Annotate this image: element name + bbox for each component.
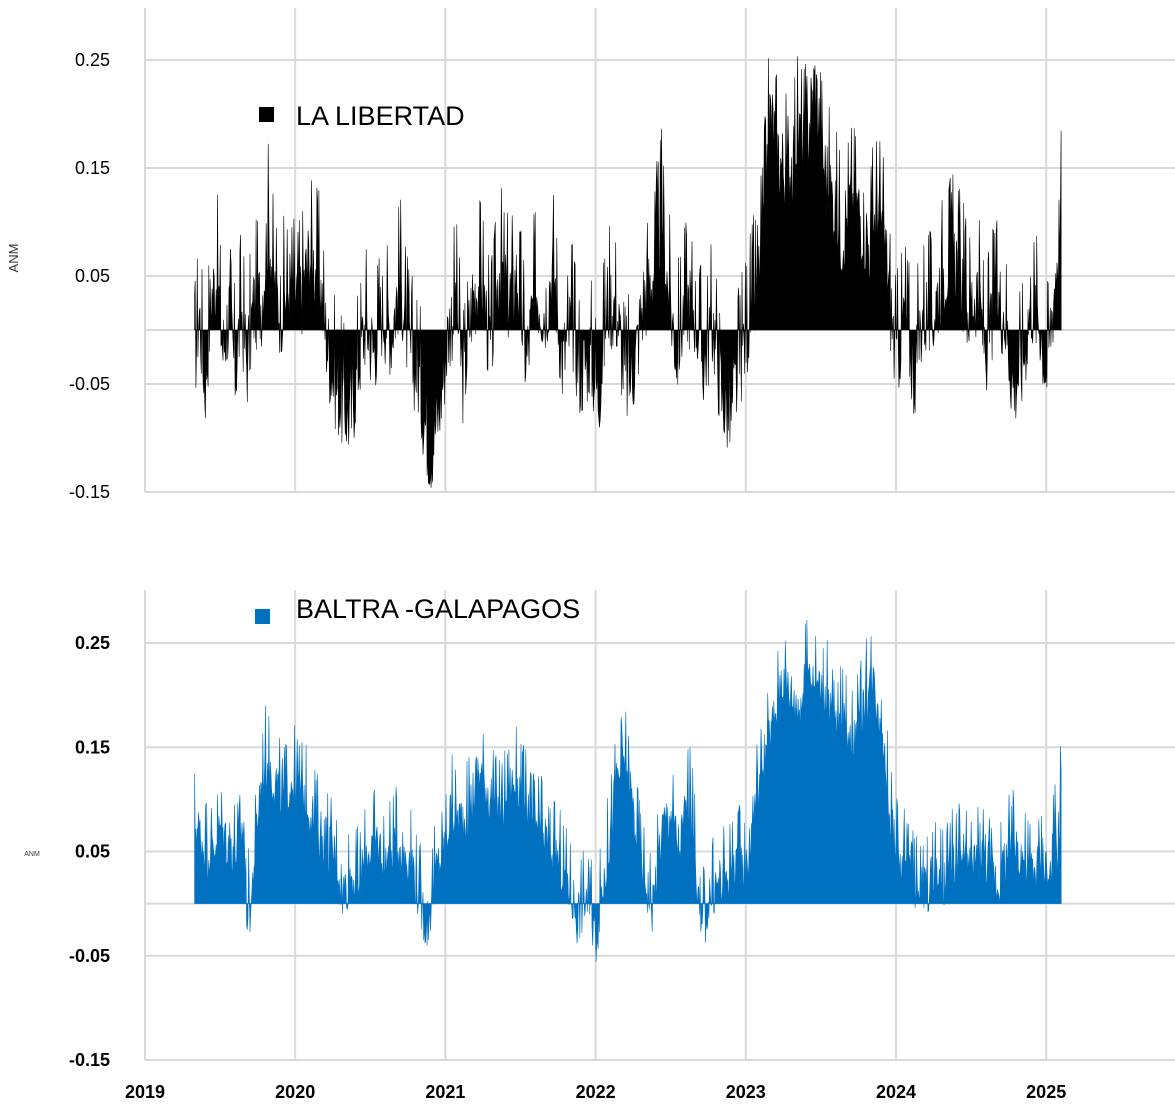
y-axis-label: ANM — [6, 244, 21, 273]
y-axis-label: ANM — [24, 851, 40, 858]
y-tick-label: -0.05 — [69, 946, 110, 966]
y-tick-label: 0.05 — [75, 842, 110, 862]
legend-swatch — [259, 107, 274, 122]
y-tick-label: -0.15 — [69, 482, 110, 502]
legend-swatch — [255, 609, 270, 624]
x-tick-label: 2023 — [726, 1082, 766, 1102]
y-tick-label: -0.15 — [69, 1050, 110, 1070]
series-area — [194, 619, 1062, 963]
y-tick-label: 0.15 — [75, 737, 110, 757]
y-tick-label: 0.25 — [75, 633, 110, 653]
x-tick-label: 2019 — [125, 1082, 165, 1102]
x-tick-label: 2022 — [576, 1082, 616, 1102]
x-tick-label: 2021 — [425, 1082, 465, 1102]
series-area — [194, 56, 1062, 488]
y-tick-label: 0.15 — [75, 158, 110, 178]
y-tick-label: 0.25 — [75, 50, 110, 70]
y-tick-label: 0.05 — [75, 266, 110, 286]
top-chart-panel: -0.15 -0.05 0.05 0.15 0.25 LA LIBERTAD ANM — [6, 8, 1175, 502]
x-tick-label: 2020 — [275, 1082, 315, 1102]
x-tick-label: 2024 — [876, 1082, 916, 1102]
bottom-chart-panel: -0.15 -0.05 0.05 0.15 0.25 BALTRA -GALAPAGOS A… — [24, 590, 1175, 1102]
legend-label: BALTRA -GALAPAGOS — [296, 594, 580, 624]
x-tick-label: 2025 — [1026, 1082, 1066, 1102]
y-tick-label: -0.05 — [69, 374, 110, 394]
legend-label: LA LIBERTAD — [296, 101, 465, 131]
